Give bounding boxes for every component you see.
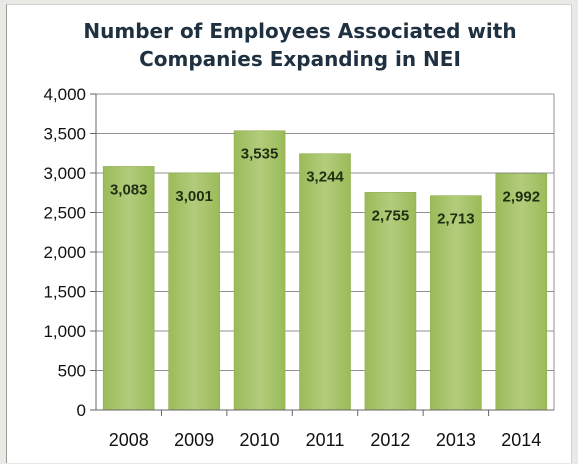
data-label-2011: 3,244 (306, 169, 344, 186)
x-tick-label: 2011 (306, 430, 345, 450)
data-label-2013: 2,713 (437, 211, 475, 228)
y-tick-label: 1,500 (43, 283, 86, 302)
bar-2010 (233, 130, 286, 411)
x-tick-label: 2009 (174, 430, 214, 450)
y-tick-label: 0 (77, 401, 86, 420)
bar-2014 (495, 173, 548, 411)
chart-title-line-2: Companies Expanding in NEI (139, 47, 461, 71)
bar-2008 (102, 166, 155, 411)
bar-chart: Number of Employees Associated with Comp… (43, 19, 555, 450)
x-tick-label: 2012 (370, 430, 410, 450)
chart-title-line-1: Number of Employees Associated with (83, 19, 516, 43)
y-tick-label: 500 (58, 362, 86, 381)
y-tick-label: 3,500 (43, 125, 86, 144)
y-tick-label: 1,000 (43, 322, 86, 341)
data-label-2014: 2,992 (503, 189, 541, 206)
x-tick-label: 2014 (501, 430, 541, 450)
data-label-2008: 3,083 (110, 181, 148, 198)
x-tick-label: 2008 (109, 430, 149, 450)
bar-2011 (299, 153, 351, 411)
y-tick-label: 2,500 (43, 204, 86, 223)
data-label-2009: 3,001 (175, 188, 213, 205)
bar-2013 (430, 195, 482, 411)
y-tick-label: 4,000 (43, 85, 86, 104)
data-label-2010: 3,535 (241, 146, 279, 163)
bar-2009 (168, 172, 220, 411)
chart-frame: Number of Employees Associated with Comp… (6, 4, 572, 463)
y-tick-label: 2,000 (43, 243, 86, 262)
y-tick-label: 3,000 (43, 164, 86, 183)
x-tick-label: 2010 (240, 430, 280, 450)
bar-2012 (364, 192, 417, 411)
data-label-2012: 2,755 (372, 207, 410, 224)
plot-area: 0 500 1,000 1,500 2,000 2,500 3,000 3,500 4,000 3… (43, 85, 555, 450)
x-tick-label: 2013 (436, 430, 476, 450)
